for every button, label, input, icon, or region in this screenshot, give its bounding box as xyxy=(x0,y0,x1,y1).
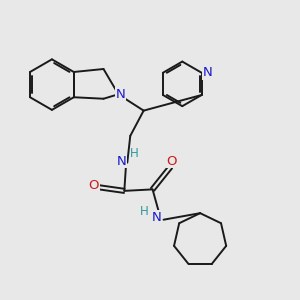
Text: H: H xyxy=(140,205,149,218)
Text: O: O xyxy=(88,179,99,192)
Text: N: N xyxy=(203,66,212,79)
Text: N: N xyxy=(152,211,161,224)
Text: H: H xyxy=(130,147,139,160)
Text: N: N xyxy=(116,88,126,101)
Text: N: N xyxy=(117,154,127,168)
Text: O: O xyxy=(167,154,177,168)
